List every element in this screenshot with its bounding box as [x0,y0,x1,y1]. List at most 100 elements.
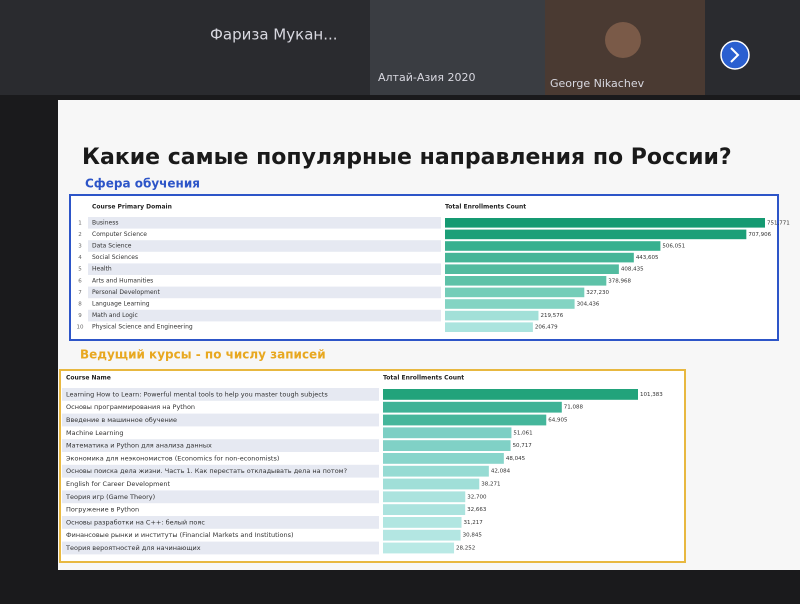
row-stripe [88,217,441,229]
value-label: 751,771 [767,220,790,226]
value-label: 32,700 [467,494,487,500]
category-label: Финансовые рынки и институты (Financial … [66,531,294,539]
row-stripe [88,263,441,275]
category-label: Теория вероятностей для начинающих [65,544,201,552]
row-number: 2 [78,232,82,238]
category-label: Основы разработки на C++: белый пояс [66,518,205,526]
row-number: 9 [78,313,82,319]
avatar [605,22,641,58]
bar [383,414,547,426]
row-stripe [88,286,441,299]
value-label: 206,479 [535,325,558,331]
value-label: 408,435 [621,267,644,273]
value-label: 50,717 [513,443,533,449]
row-number: 7 [78,290,82,296]
row-stripe [62,413,379,427]
bar [383,478,480,490]
row-number: 4 [78,255,82,261]
value-label: 32,663 [467,507,487,513]
category-label: Machine Learning [66,429,124,437]
participant-name: George Nikachev [550,77,645,90]
row-stripe [62,516,379,529]
value-label: 31,217 [464,520,484,526]
bar [445,252,634,263]
bar [445,229,747,240]
bar [383,440,511,451]
bar [445,264,619,274]
chart-title: Ведущий курсы - по числу записей [80,348,326,362]
bar [383,389,638,400]
value-label: 71,088 [564,405,584,411]
row-number: 6 [78,278,82,284]
value-label: 378,968 [608,278,631,284]
bar [445,287,585,298]
bar [445,218,765,228]
category-label: Введение в машинное обучение [66,416,177,424]
value-label: 304,436 [577,302,600,308]
chart-title: Сфера обучения [85,177,200,191]
bar [383,401,562,413]
value-label: 219,576 [540,313,563,319]
bar [383,529,461,541]
bar [383,542,455,554]
column-header: Course Primary Domain [92,204,172,211]
category-label: Learning How to Learn: Powerful mental t… [66,390,328,398]
row-number: 3 [78,244,82,250]
value-label: 64,905 [548,418,568,424]
category-label: Physical Science and Engineering [92,324,193,331]
category-label: English for Career Development [66,480,171,488]
column-header: Total Enrollments Count [445,204,526,211]
value-label: 327,230 [586,290,609,296]
category-label: Arts and Humanities [92,277,153,284]
bar [445,299,575,309]
row-number: 5 [78,267,82,273]
row-stripe [88,240,441,252]
bar [445,276,607,286]
next-icon [730,47,740,63]
value-label: 42,084 [491,469,511,475]
category-label: Основы поиска дела жизни. Часть 1. Как п… [66,467,347,475]
value-label: 443,605 [636,255,659,261]
bar [383,491,466,503]
category-label: Social Sciences [92,254,138,261]
category-label: Основы программирования на Python [66,403,195,411]
video-tile [370,0,545,95]
category-label: Computer Science [92,231,147,238]
row-stripe [62,541,379,555]
row-number: 10 [77,325,84,331]
bar [383,517,462,528]
value-label: 51,061 [513,430,532,436]
row-stripe [62,464,379,478]
row-stripe [62,490,379,504]
bar [445,322,533,332]
next-button[interactable] [720,40,750,70]
column-header: Total Enrollments Count [383,375,464,382]
value-label: 101,383 [640,392,663,398]
row-stripe [88,309,441,322]
row-number: 1 [78,220,82,226]
bar [383,427,512,439]
slide-title: Какие самые популярные направления по Ро… [82,145,732,170]
bar [445,241,661,251]
bar [383,465,489,477]
row-stripe [62,388,379,401]
category-label: Data Science [92,243,132,250]
column-header: Course Name [66,375,111,382]
row-number: 8 [78,302,82,308]
value-label: 38,271 [481,482,500,488]
bar [383,504,466,515]
value-label: 506,051 [662,244,685,250]
value-label: 28,252 [456,546,475,552]
value-label: 30,845 [463,533,483,539]
category-label: Теория игр (Game Theory) [65,493,155,501]
category-label: Экономика для неэкономистов (Economics f… [66,454,279,462]
category-label: Language Learning [92,301,150,308]
category-label: Business [92,219,118,226]
category-label: Математика и Python для анализа данных [66,442,212,450]
bar [445,310,539,321]
participant-name: Алтай-Азия 2020 [378,71,475,84]
category-label: Personal Development [92,289,160,296]
category-label: Math and Logic [92,312,138,319]
participant-name: Фариза Мукан... [210,26,338,44]
